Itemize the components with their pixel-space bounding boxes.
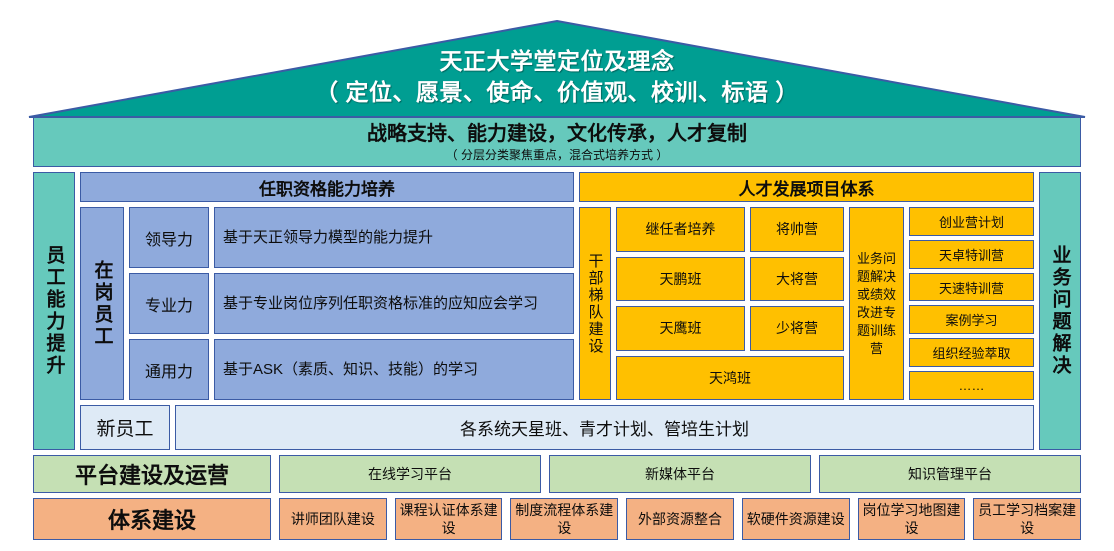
strategy-band: 战略支持、能力建设，文化传承，人才复制 （ 分层分类聚焦重点，混合式培养方式 ） xyxy=(33,117,1081,167)
strategy-band-sub: （ 分层分类聚焦重点，混合式培养方式 ） xyxy=(445,147,669,162)
program-tianzhuo-special-camp[interactable]: 天卓特训营 xyxy=(909,239,1034,269)
talent-program-row: 天鹰班 少将营 xyxy=(616,306,844,351)
program-tiansu-special-camp[interactable]: 天速特训营 xyxy=(909,272,1034,302)
qualification-row: 通用力 基于ASK（素质、知识、技能）的学习 xyxy=(129,339,574,400)
system-job-learning-map[interactable]: 岗位学习地图建设 xyxy=(857,498,966,540)
platform-knowledge-management[interactable]: 知识管理平台 xyxy=(819,455,1081,493)
on-job-employee-label: 在岗员工 xyxy=(80,207,124,400)
new-employee-tag[interactable]: 新员工 xyxy=(80,405,170,450)
capability-desc-professional: 基于专业岗位序列任职资格标准的应知应会学习 xyxy=(214,273,574,334)
program-organizational-experience-extraction[interactable]: 组织经验萃取 xyxy=(909,338,1034,368)
program-tianhong-class[interactable]: 天鸿班 xyxy=(616,355,844,400)
capability-desc-general: 基于ASK（素质、知识、技能）的学习 xyxy=(214,339,574,400)
capability-tag-leadership[interactable]: 领导力 xyxy=(129,207,209,268)
program-tianying-class[interactable]: 天鹰班 xyxy=(616,306,745,351)
platform-online-learning[interactable]: 在线学习平台 xyxy=(279,455,541,493)
platform-row: 平台建设及运营 在线学习平台 新媒体平台 知识管理平台 xyxy=(33,455,1081,493)
program-major-general-camp[interactable]: 大将营 xyxy=(750,256,844,301)
qualification-row: 领导力 基于天正领导力模型的能力提升 xyxy=(129,207,574,268)
talent-program-list: 创业营计划 天卓特训营 天速特训营 案例学习 组织经验萃取 …… xyxy=(909,207,1034,400)
program-general-camp[interactable]: 将帅营 xyxy=(750,207,844,252)
system-row: 体系建设 讲师团队建设 课程认证体系建设 制度流程体系建设 外部资源整合 软硬件… xyxy=(33,498,1082,540)
qualification-rows: 领导力 基于天正领导力模型的能力提升 专业力 基于专业岗位序列任职资格标准的应知… xyxy=(129,207,574,400)
qualification-row: 专业力 基于专业岗位序列任职资格标准的应知应会学习 xyxy=(129,273,574,334)
main-body: 员工能力提升 任职资格能力培养 在岗员工 领导力 基于天正领导力模型的能力提升 xyxy=(33,172,1081,450)
qualification-panel-header: 任职资格能力培养 xyxy=(80,172,574,202)
center-column: 任职资格能力培养 在岗员工 领导力 基于天正领导力模型的能力提升 专业力 基于专… xyxy=(80,172,1034,450)
talent-program-row: 继任者培养 将帅营 xyxy=(616,207,844,252)
system-employee-learning-archive[interactable]: 员工学习档案建设 xyxy=(973,498,1082,540)
talent-program-grid: 继任者培养 将帅营 天鹏班 大将营 天鹰班 少将营 xyxy=(616,207,844,400)
capability-tag-general[interactable]: 通用力 xyxy=(129,339,209,400)
new-employee-programs: 各系统天星班、青才计划、管培生计划 xyxy=(175,405,1034,450)
qualification-panel-body: 在岗员工 领导力 基于天正领导力模型的能力提升 专业力 基于专业岗位序列任职资格… xyxy=(80,207,574,400)
right-pillar-business-problem-solving: 业务问题解决 xyxy=(1039,172,1081,450)
capability-tag-professional[interactable]: 专业力 xyxy=(129,273,209,334)
capability-desc-leadership: 基于天正领导力模型的能力提升 xyxy=(214,207,574,268)
program-ellipsis: …… xyxy=(909,371,1034,400)
program-lieutenant-camp[interactable]: 少将营 xyxy=(750,306,844,351)
cadre-echelon-label: 干部梯队建设 xyxy=(579,207,611,400)
business-problem-training-camp: 业务问题解决或绩效改进专题训练营 xyxy=(849,207,904,400)
system-course-certification[interactable]: 课程认证体系建设 xyxy=(394,498,503,540)
program-case-study[interactable]: 案例学习 xyxy=(909,305,1034,335)
strategy-band-main: 战略支持、能力建设，文化传承，人才复制 xyxy=(367,122,747,145)
platform-row-lead: 平台建设及运营 xyxy=(33,455,271,493)
platform-new-media[interactable]: 新媒体平台 xyxy=(549,455,811,493)
left-pillar-employee-capability: 员工能力提升 xyxy=(33,172,75,450)
program-successor-development[interactable]: 继任者培养 xyxy=(616,207,745,252)
system-hardware-software-resources[interactable]: 软硬件资源建设 xyxy=(741,498,850,540)
new-employee-row: 新员工 各系统天星班、青才计划、管培生计划 xyxy=(80,405,1034,450)
talent-program-row: 天鹏班 大将营 xyxy=(616,256,844,301)
roof-polygon-svg xyxy=(28,20,1086,118)
system-process-standards[interactable]: 制度流程体系建设 xyxy=(510,498,619,540)
program-tianpeng-class[interactable]: 天鹏班 xyxy=(616,256,745,301)
program-entrepreneur-camp-plan[interactable]: 创业营计划 xyxy=(909,207,1034,236)
roof-shape: 天正大学堂定位及理念 （ 定位、愿景、使命、价值观、校训、标语 ） xyxy=(28,20,1086,118)
system-external-resources[interactable]: 外部资源整合 xyxy=(626,498,734,540)
talent-program-row: 天鸿班 xyxy=(616,355,844,400)
system-row-lead: 体系建设 xyxy=(33,498,271,540)
talent-development-panel-body: 干部梯队建设 继任者培养 将帅营 天鹏班 大将营 天鹰班 xyxy=(579,207,1034,400)
talent-development-panel: 人才发展项目体系 干部梯队建设 继任者培养 将帅营 天鹏班 大将营 xyxy=(579,172,1034,400)
talent-development-panel-header: 人才发展项目体系 xyxy=(579,172,1034,202)
system-trainer-team[interactable]: 讲师团队建设 xyxy=(279,498,387,540)
qualification-panel: 任职资格能力培养 在岗员工 领导力 基于天正领导力模型的能力提升 专业力 基于专… xyxy=(80,172,574,400)
upper-panels: 任职资格能力培养 在岗员工 领导力 基于天正领导力模型的能力提升 专业力 基于专… xyxy=(80,172,1034,400)
